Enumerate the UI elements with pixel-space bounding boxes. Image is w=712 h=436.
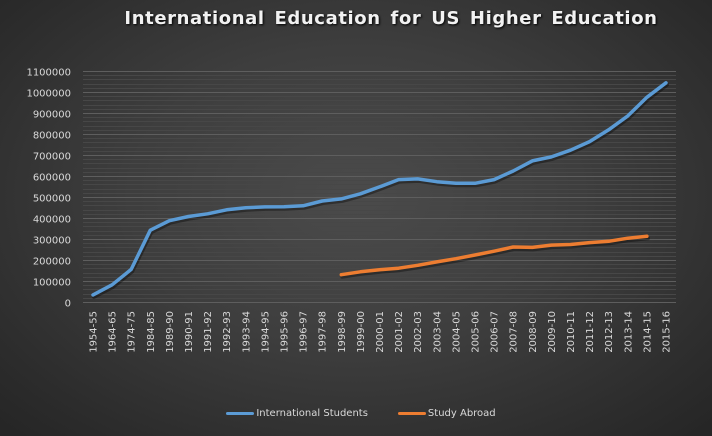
legend: International Students Study Abroad (0, 408, 712, 419)
x-axis: 1954-55 1964-65 1974-75 1984-85 1989-90 1990-… (89, 311, 673, 353)
x-tick-label: 1991-92 (203, 311, 214, 353)
legend-item-international-students[interactable]: International Students (226, 408, 368, 419)
series-shadow (340, 236, 650, 279)
x-tick-label: 2006-07 (490, 311, 501, 353)
x-tick-label: 1999-00 (356, 311, 367, 353)
x-tick-label: 2013-14 (623, 311, 634, 353)
x-tick-label: 2007-08 (509, 311, 520, 353)
series-lines (91, 81, 669, 299)
y-tick-label: 1000000 (26, 89, 71, 100)
legend-swatch-line-icon (226, 412, 255, 415)
x-tick-label: 1998-99 (337, 311, 348, 353)
x-tick-label: 2002-03 (413, 311, 424, 353)
y-tick-label: 400000 (33, 215, 71, 226)
x-tick-label: 1996-97 (299, 311, 310, 353)
y-tick-label: 500000 (33, 194, 71, 205)
y-tick-label: 800000 (33, 131, 71, 142)
x-tick-label: 1984-85 (146, 311, 157, 353)
x-tick-label: 2010-11 (566, 311, 577, 353)
y-tick-label: 300000 (33, 236, 71, 247)
x-tick-label: 2005-06 (471, 311, 482, 353)
x-tick-label: 2014-15 (642, 311, 653, 353)
x-tick-label: 1989-90 (165, 311, 176, 353)
x-tick-label: 2011-12 (585, 311, 596, 353)
y-tick-label: 900000 (33, 110, 71, 121)
x-tick-label: 1992-93 (222, 311, 233, 353)
x-tick-label: 1974-75 (127, 311, 138, 353)
x-tick-label: 1964-65 (108, 311, 119, 353)
chart-title: International Education for US Higher Ed… (124, 8, 658, 29)
x-tick-label: 2008-09 (528, 311, 539, 353)
y-tick-label: 0 (65, 299, 71, 310)
y-tick-label: 1100000 (26, 68, 71, 79)
x-tick-label: 2000-01 (375, 311, 386, 353)
x-tick-label: 1994-95 (260, 311, 271, 353)
x-tick-label: 2015-16 (662, 311, 673, 353)
legend-label: Study Abroad (427, 408, 496, 419)
x-tick-label: 1997-98 (318, 311, 329, 353)
y-tick-label: 200000 (33, 257, 71, 268)
x-tick-label: 2001-02 (394, 311, 405, 353)
legend-label: International Students (256, 408, 368, 419)
x-tick-label: 1995-96 (280, 311, 291, 353)
series-line-international-students[interactable] (91, 81, 668, 297)
legend-swatch-line-icon (397, 412, 426, 415)
y-axis: 0 100000 200000 300000 400000 500000 600000 700… (26, 68, 71, 310)
x-tick-label: 2003-04 (432, 311, 443, 353)
series-shadow (92, 82, 669, 299)
x-tick-label: 2009-10 (547, 311, 558, 353)
y-tick-label: 700000 (33, 152, 71, 163)
x-tick-label: 2004-05 (451, 311, 462, 353)
series-line-study-abroad[interactable] (339, 234, 649, 277)
x-tick-label: 2012-13 (604, 311, 615, 353)
legend-item-study-abroad[interactable]: Study Abroad (397, 408, 496, 419)
x-tick-label: 1954-55 (89, 311, 100, 353)
x-tick-label: 1990-91 (184, 311, 195, 353)
x-tick-label: 1993-94 (241, 311, 252, 353)
y-tick-label: 600000 (33, 173, 71, 184)
gridlines (83, 71, 676, 303)
y-tick-label: 100000 (33, 278, 71, 289)
